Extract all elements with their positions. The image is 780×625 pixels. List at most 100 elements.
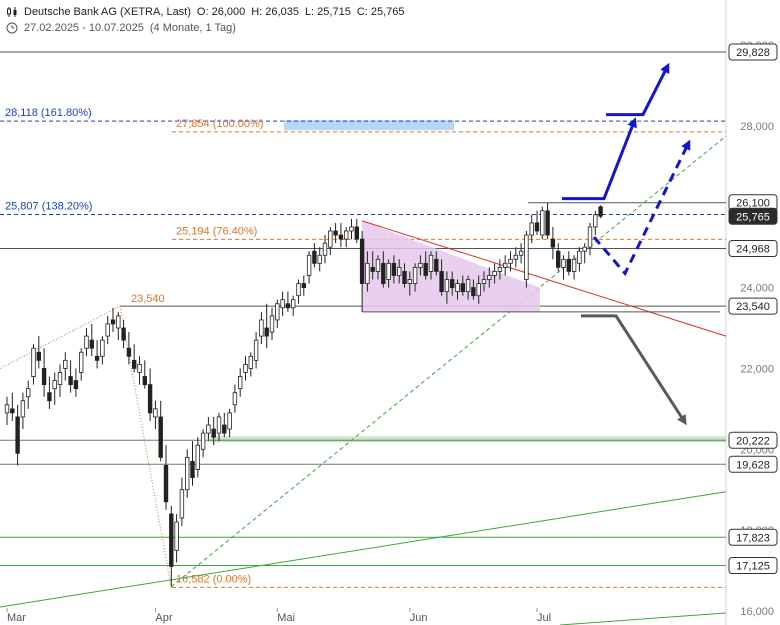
candle-body	[290, 299, 296, 309]
candle	[386, 259, 391, 288]
candle	[396, 259, 402, 284]
candle-body	[10, 408, 15, 414]
price-label: 19,628	[736, 459, 770, 471]
candle	[73, 368, 79, 397]
candle-body	[121, 327, 126, 341]
candle-body	[513, 254, 518, 260]
candle	[184, 449, 190, 498]
candle-body	[434, 258, 439, 272]
candle-body	[587, 226, 593, 248]
candle	[328, 226, 333, 256]
candle-body	[423, 262, 428, 276]
candle	[137, 356, 142, 385]
candle	[232, 384, 238, 413]
candle-body	[227, 412, 232, 430]
candle-body	[550, 238, 556, 248]
header-line-2: 27.02.2025 - 10.07.2025 (4 Monate, 1 Tag…	[6, 20, 566, 36]
candle-body	[243, 363, 248, 373]
candle	[259, 311, 264, 345]
candle-body	[481, 279, 487, 284]
candle	[365, 251, 370, 292]
candle	[402, 263, 407, 288]
candle	[534, 210, 540, 236]
candle	[550, 226, 556, 260]
fib-swing-line	[0, 305, 172, 588]
candle	[354, 218, 359, 244]
candle-body	[259, 319, 264, 337]
candle	[264, 303, 269, 349]
candle	[269, 307, 275, 341]
candle	[556, 243, 561, 272]
candle-body	[110, 319, 116, 325]
candle-body	[4, 404, 10, 414]
candle-body	[190, 460, 195, 478]
price-label: 25,765	[736, 211, 770, 223]
candle	[349, 218, 354, 240]
candle	[10, 392, 15, 421]
candle-body	[529, 222, 534, 236]
candle	[524, 231, 529, 288]
candle-body	[455, 283, 460, 293]
candle	[20, 392, 26, 430]
candle	[31, 344, 36, 385]
fib-level-label: 27,854 (100.00%)	[176, 118, 263, 130]
candle	[253, 332, 259, 369]
candle	[322, 235, 328, 264]
candle-body	[396, 266, 402, 276]
candle	[593, 210, 598, 236]
candle	[582, 243, 587, 264]
candle-body	[582, 246, 587, 252]
swing-high-label: 23,540	[131, 293, 165, 305]
candle-body	[317, 254, 322, 264]
candle	[359, 231, 365, 312]
candle	[476, 275, 481, 304]
candle-body	[524, 234, 529, 280]
candle-body	[275, 303, 280, 321]
candle-body	[338, 234, 344, 240]
candle	[216, 412, 222, 442]
candle-body	[94, 355, 100, 361]
candle-body	[147, 384, 153, 414]
y-tick-label: 24,000	[740, 283, 774, 295]
candle	[381, 251, 386, 288]
candle	[529, 214, 534, 244]
candle	[285, 291, 291, 312]
candle-body	[36, 351, 41, 361]
close-value: C: 25,765	[356, 6, 405, 18]
candle	[338, 222, 344, 248]
candle-body	[179, 489, 185, 519]
candle	[100, 336, 105, 365]
candle	[68, 360, 73, 393]
candle	[15, 404, 20, 466]
candle-body	[593, 214, 598, 228]
candle-body	[471, 287, 476, 297]
candle	[36, 336, 41, 369]
candle-body	[402, 271, 407, 284]
open-value: O: 26,000	[196, 6, 246, 18]
y-tick-label: 16,000	[740, 606, 774, 618]
candle-body	[449, 279, 455, 288]
candle-body	[476, 283, 481, 297]
candle-body	[200, 432, 206, 450]
price-label-box	[728, 43, 778, 61]
high-value: H: 26,035	[251, 6, 299, 18]
price-label: 17,823	[736, 532, 770, 544]
candle	[497, 259, 503, 280]
candle-body	[407, 279, 412, 284]
candle	[343, 226, 349, 248]
candle-body	[518, 250, 524, 256]
bullish-arrow-dashed	[592, 139, 691, 277]
candle	[169, 505, 174, 587]
candle	[587, 222, 593, 256]
candle-body	[237, 376, 243, 390]
date-range: 27.02.2025 - 10.07.2025	[24, 22, 144, 34]
candle-body	[158, 416, 163, 458]
bearish-arrow	[581, 314, 687, 426]
candle-body	[301, 283, 306, 288]
candle-body	[556, 250, 561, 268]
candle	[4, 396, 10, 426]
candle-body	[444, 279, 450, 293]
candle-body	[328, 230, 333, 248]
candlestick-icon	[7, 7, 17, 17]
